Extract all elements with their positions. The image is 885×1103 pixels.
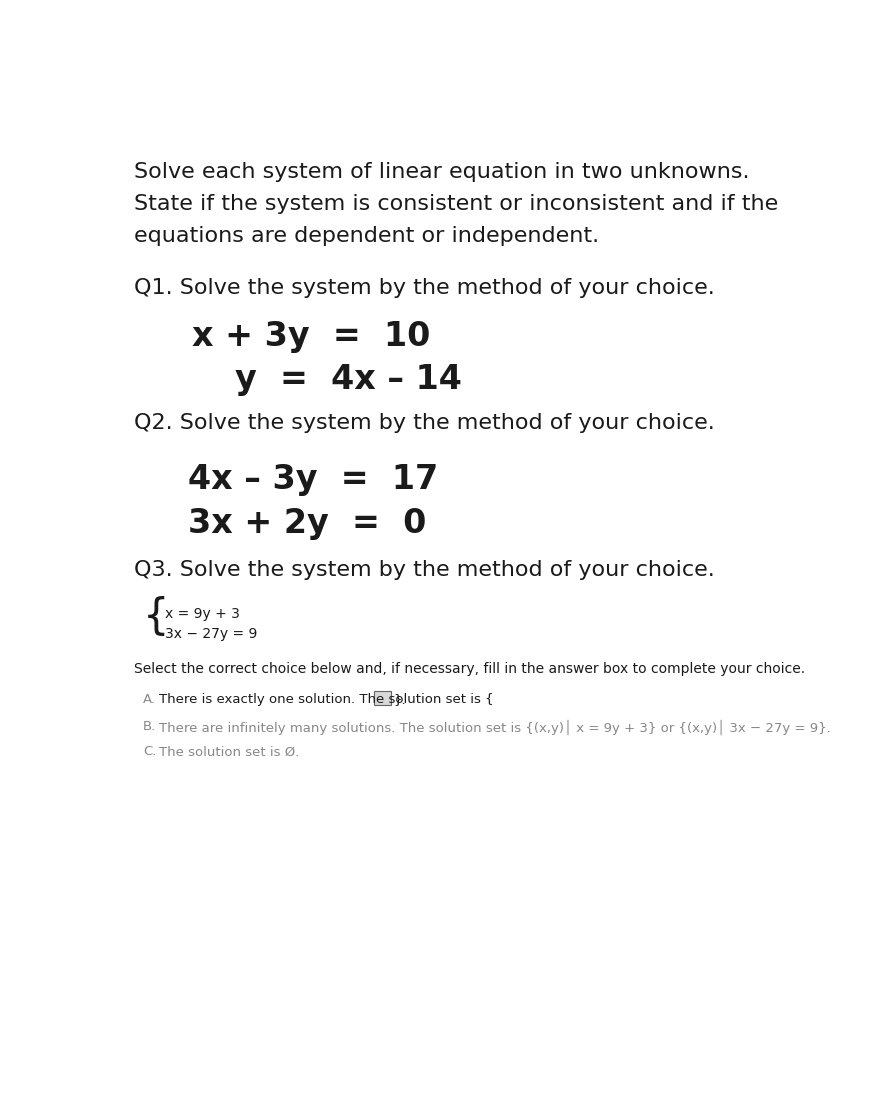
Text: 3x + 2y  =  0: 3x + 2y = 0 bbox=[189, 506, 427, 539]
Text: equations are dependent or independent.: equations are dependent or independent. bbox=[134, 226, 599, 246]
Text: Q3. Solve the system by the method of your choice.: Q3. Solve the system by the method of yo… bbox=[134, 560, 714, 580]
Text: C.: C. bbox=[143, 746, 157, 758]
Text: There is exactly one solution. The solution set is {: There is exactly one solution. The solut… bbox=[158, 693, 493, 706]
Text: Solve each system of linear equation in two unknowns.: Solve each system of linear equation in … bbox=[134, 162, 750, 182]
Text: Select the correct choice below and, if necessary, fill in the answer box to com: Select the correct choice below and, if … bbox=[134, 662, 805, 676]
Text: x = 9y + 3: x = 9y + 3 bbox=[165, 607, 240, 621]
Text: x + 3y  =  10: x + 3y = 10 bbox=[192, 320, 430, 353]
Text: y  =  4x – 14: y = 4x – 14 bbox=[235, 363, 461, 396]
Text: 4x – 3y  =  17: 4x – 3y = 17 bbox=[189, 463, 438, 496]
Text: Q2. Solve the system by the method of your choice.: Q2. Solve the system by the method of yo… bbox=[134, 414, 714, 433]
Text: A.: A. bbox=[143, 693, 156, 706]
Text: There are infinitely many solutions. The solution set is {(x,y)│ x = 9y + 3} or : There are infinitely many solutions. The… bbox=[158, 720, 830, 736]
Text: State if the system is consistent or inconsistent and if the: State if the system is consistent or inc… bbox=[134, 194, 778, 214]
Text: }.: }. bbox=[393, 693, 405, 706]
Text: B.: B. bbox=[143, 720, 157, 732]
Text: The solution set is Ø.: The solution set is Ø. bbox=[158, 746, 299, 758]
Text: 3x − 27y = 9: 3x − 27y = 9 bbox=[165, 627, 258, 641]
Text: {: { bbox=[143, 596, 170, 638]
Text: Q1. Solve the system by the method of your choice.: Q1. Solve the system by the method of yo… bbox=[134, 278, 714, 298]
FancyBboxPatch shape bbox=[374, 692, 391, 705]
